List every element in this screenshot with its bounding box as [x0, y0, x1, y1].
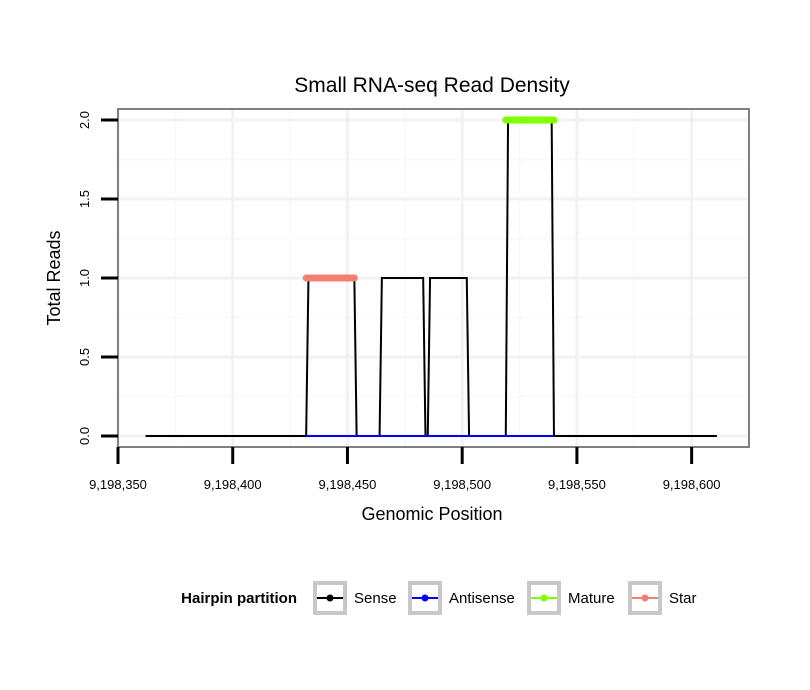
- legend-key-point: [540, 594, 548, 602]
- series-layer: [145, 116, 717, 437]
- legend-item-sense: Sense: [313, 581, 397, 615]
- y-tick-label: 2.0: [77, 111, 92, 129]
- legend-label-sense: Sense: [354, 590, 397, 607]
- y-axis-title: Total Reads: [44, 230, 64, 325]
- x-tick-label: 9,198,450: [319, 477, 377, 492]
- legend-title: Hairpin partition: [181, 590, 297, 607]
- x-tick-label: 9,198,550: [548, 477, 606, 492]
- x-tick-label: 9,198,350: [89, 477, 147, 492]
- legend-label-mature: Mature: [568, 590, 615, 607]
- y-axis: 0.0 0.5 1.0 1.5 2.0: [77, 111, 118, 445]
- legend-label-star: Star: [669, 590, 697, 607]
- y-tick-label: 1.0: [77, 269, 92, 287]
- x-axis: 9,198,350 9,198,400 9,198,450 9,198,500 9,19…: [89, 447, 721, 492]
- x-tick-label: 9,198,600: [663, 477, 721, 492]
- x-tick-label: 9,198,400: [204, 477, 262, 492]
- legend-item-mature: Mature: [527, 581, 615, 615]
- legend: Hairpin partition Sense Antisense Mature St…: [181, 581, 697, 615]
- legend-item-antisense: Antisense: [408, 581, 515, 615]
- legend-item-star: Star: [628, 581, 697, 615]
- y-tick-label: 0.5: [77, 348, 92, 366]
- x-tick-label: 9,198,500: [433, 477, 491, 492]
- y-tick-label: 1.5: [77, 190, 92, 208]
- legend-key-point: [326, 594, 334, 602]
- chart-title: Small RNA-seq Read Density: [294, 74, 570, 97]
- y-tick-label: 0.0: [77, 427, 92, 445]
- x-axis-title: Genomic Position: [361, 504, 502, 524]
- legend-key-point: [641, 594, 649, 602]
- legend-key-point: [421, 594, 429, 602]
- legend-label-antisense: Antisense: [449, 590, 515, 607]
